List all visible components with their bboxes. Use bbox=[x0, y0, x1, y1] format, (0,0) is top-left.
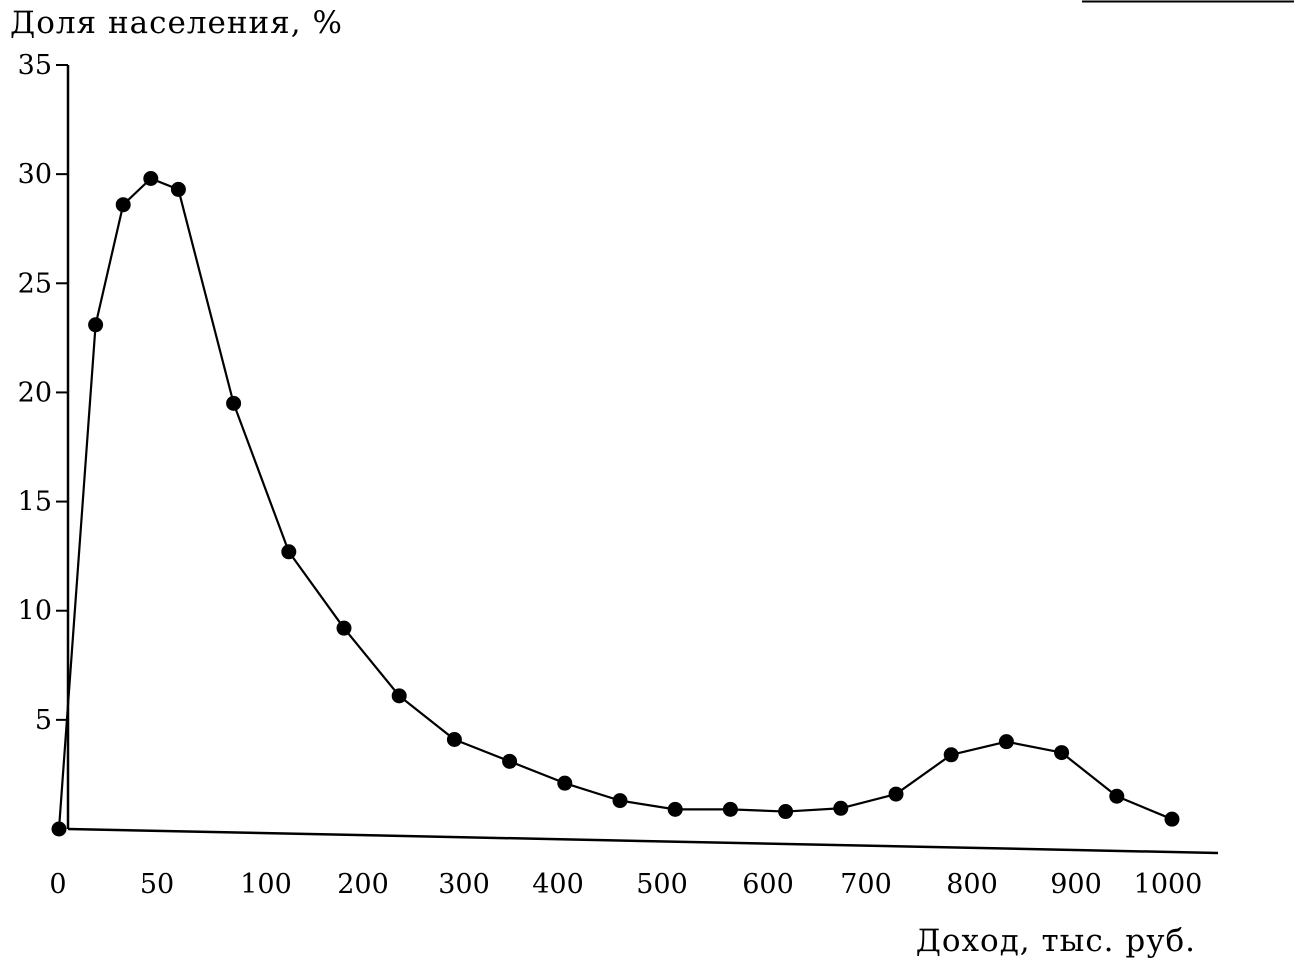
x-tick-label: 400 bbox=[532, 869, 584, 900]
x-tick-label: 200 bbox=[337, 869, 389, 900]
data-point bbox=[1054, 745, 1070, 761]
data-point bbox=[502, 753, 518, 769]
x-tick-label: 900 bbox=[1050, 869, 1102, 900]
data-point bbox=[1109, 788, 1125, 804]
y-tick-label: 30 bbox=[18, 159, 52, 190]
y-tick-label: 20 bbox=[18, 377, 52, 408]
y-tick-label: 10 bbox=[18, 596, 52, 627]
y-tick-label: 5 bbox=[35, 705, 52, 736]
data-point bbox=[446, 732, 462, 748]
data-point bbox=[943, 747, 959, 763]
data-point bbox=[833, 800, 849, 816]
data-point bbox=[667, 801, 683, 817]
data-point bbox=[281, 544, 297, 560]
x-tick-label: 300 bbox=[438, 869, 490, 900]
data-point bbox=[612, 793, 628, 809]
x-axis-line bbox=[67, 827, 1219, 855]
x-tick-label: 800 bbox=[946, 869, 998, 900]
x-tick-label: 500 bbox=[636, 869, 688, 900]
data-point bbox=[336, 620, 352, 636]
data-point bbox=[51, 821, 67, 837]
x-tick-label: 50 bbox=[140, 869, 174, 900]
data-point bbox=[778, 804, 794, 820]
x-tick-label: 700 bbox=[840, 869, 892, 900]
data-point bbox=[888, 786, 904, 802]
data-point bbox=[1164, 811, 1180, 827]
x-ticks: 0 50 100 200 300 400 500 600 700 800 900 1000 bbox=[49, 869, 1202, 900]
y-tick-label: 15 bbox=[18, 487, 52, 518]
y-axis-title: Доля населения, % bbox=[10, 5, 343, 41]
y-tick-label: 25 bbox=[18, 268, 52, 299]
data-point bbox=[557, 775, 573, 791]
data-point bbox=[170, 181, 186, 197]
chart-axes bbox=[66, 65, 1219, 855]
x-axis-title: Доход, тыс. руб. bbox=[916, 923, 1196, 959]
y-tick-label: 35 bbox=[18, 50, 52, 81]
data-point bbox=[998, 734, 1014, 750]
series-points bbox=[51, 171, 1180, 837]
data-point bbox=[143, 171, 159, 187]
data-point bbox=[115, 197, 131, 213]
data-point bbox=[722, 801, 738, 817]
data-point bbox=[88, 317, 104, 333]
data-point bbox=[226, 395, 242, 411]
x-tick-label: 1000 bbox=[1134, 869, 1203, 900]
x-tick-label: 0 bbox=[49, 869, 66, 900]
data-point bbox=[391, 688, 407, 704]
series-line bbox=[57, 177, 1173, 830]
x-tick-label: 100 bbox=[240, 869, 292, 900]
x-tick-label: 600 bbox=[742, 869, 794, 900]
y-ticks: 5 10 15 20 25 30 35 bbox=[18, 50, 68, 736]
